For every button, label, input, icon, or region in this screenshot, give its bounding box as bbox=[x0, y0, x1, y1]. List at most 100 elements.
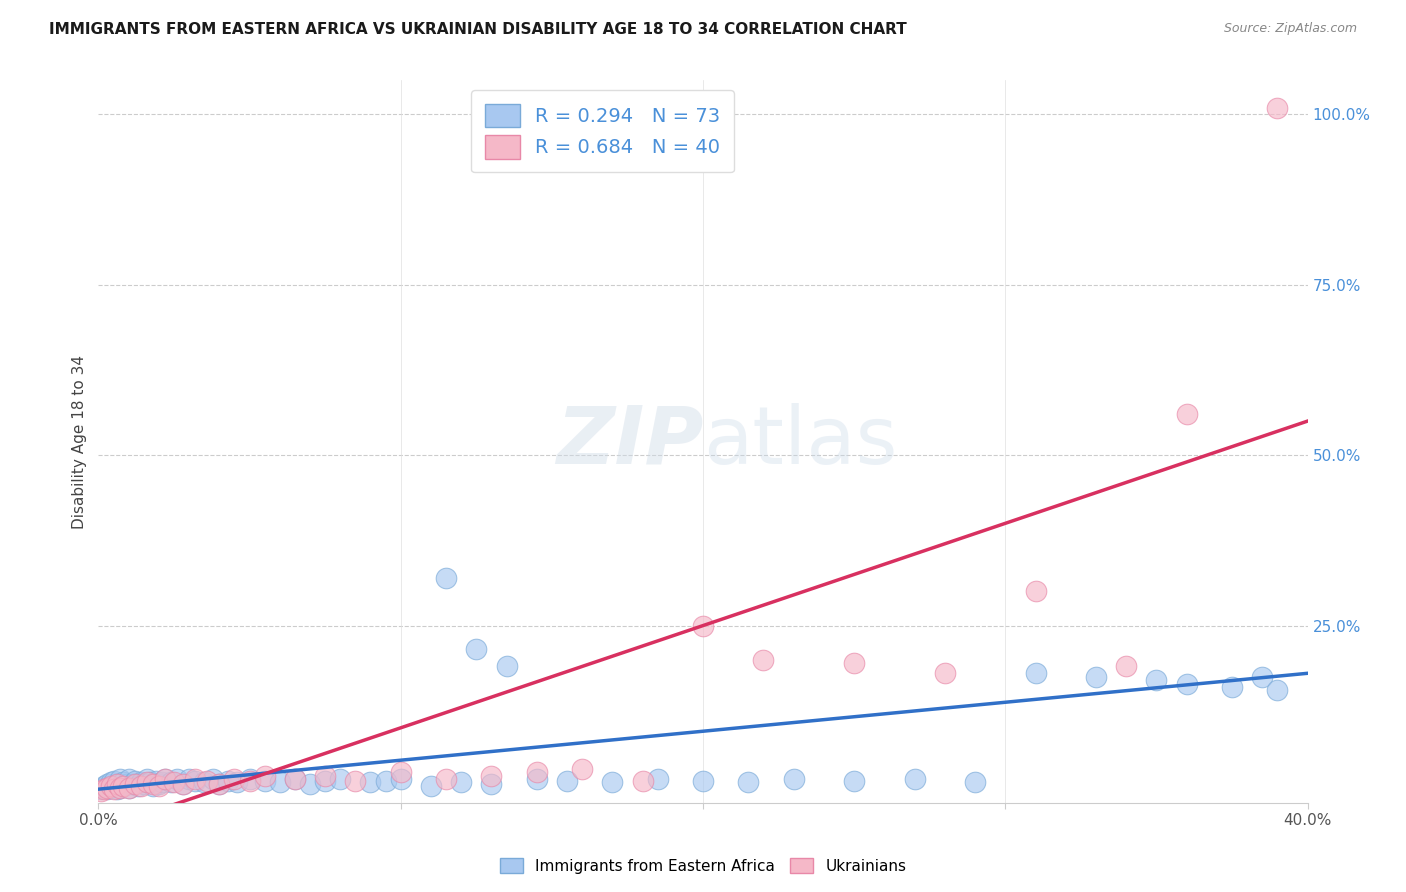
Point bbox=[526, 772, 548, 786]
Point bbox=[253, 768, 276, 782]
Point bbox=[450, 775, 472, 789]
Point bbox=[172, 777, 194, 791]
Point bbox=[103, 782, 125, 797]
Point bbox=[184, 774, 207, 789]
Point bbox=[166, 772, 188, 786]
Y-axis label: Disability Age 18 to 34: Disability Age 18 to 34 bbox=[72, 354, 87, 529]
Point bbox=[253, 774, 276, 789]
Point bbox=[103, 774, 125, 789]
Point bbox=[184, 772, 207, 786]
Point bbox=[127, 779, 149, 793]
Point bbox=[139, 775, 162, 789]
Point bbox=[118, 780, 141, 795]
Point bbox=[105, 777, 128, 791]
Point bbox=[93, 782, 115, 797]
Point bbox=[111, 779, 134, 793]
Point bbox=[284, 772, 307, 786]
Point bbox=[105, 777, 128, 791]
Point bbox=[193, 775, 215, 789]
Text: Source: ZipAtlas.com: Source: ZipAtlas.com bbox=[1223, 22, 1357, 36]
Point bbox=[96, 782, 118, 797]
Text: IMMIGRANTS FROM EASTERN AFRICA VS UKRAINIAN DISABILITY AGE 18 TO 34 CORRELATION : IMMIGRANTS FROM EASTERN AFRICA VS UKRAIN… bbox=[49, 22, 907, 37]
Point bbox=[217, 774, 239, 789]
Point bbox=[1251, 670, 1274, 684]
Point bbox=[118, 772, 141, 786]
Point bbox=[1267, 101, 1289, 115]
Point bbox=[108, 780, 131, 795]
Point bbox=[148, 777, 170, 791]
Point bbox=[1115, 659, 1137, 673]
Point bbox=[208, 777, 231, 791]
Point bbox=[145, 774, 167, 789]
Point bbox=[239, 772, 262, 786]
Point bbox=[1024, 584, 1046, 599]
Point bbox=[692, 618, 714, 632]
Point bbox=[329, 772, 352, 786]
Point bbox=[314, 774, 336, 789]
Point bbox=[100, 775, 122, 789]
Point bbox=[465, 642, 488, 657]
Point bbox=[93, 779, 115, 793]
Point bbox=[224, 772, 246, 786]
Point bbox=[1024, 666, 1046, 681]
Point bbox=[571, 762, 593, 776]
Point bbox=[202, 772, 225, 786]
Text: ZIP: ZIP bbox=[555, 402, 703, 481]
Point bbox=[360, 775, 382, 789]
Point bbox=[124, 774, 146, 789]
Point bbox=[163, 775, 186, 789]
Point bbox=[344, 774, 367, 789]
Point bbox=[965, 775, 987, 789]
Point bbox=[1175, 676, 1198, 690]
Point bbox=[153, 772, 176, 786]
Point bbox=[284, 772, 307, 786]
Point bbox=[844, 774, 866, 789]
Point bbox=[90, 782, 112, 797]
Point bbox=[737, 775, 759, 789]
Point bbox=[1267, 683, 1289, 698]
Point bbox=[526, 765, 548, 780]
Point bbox=[142, 779, 165, 793]
Point bbox=[844, 656, 866, 670]
Point bbox=[239, 774, 262, 789]
Point bbox=[434, 772, 457, 786]
Point bbox=[783, 772, 806, 786]
Point bbox=[195, 774, 218, 789]
Point bbox=[150, 775, 173, 789]
Point bbox=[103, 779, 125, 793]
Point bbox=[96, 780, 118, 795]
Point bbox=[374, 774, 396, 789]
Point bbox=[934, 666, 956, 681]
Point bbox=[90, 783, 112, 797]
Point bbox=[179, 772, 201, 786]
Point bbox=[96, 777, 118, 791]
Point bbox=[118, 780, 141, 795]
Point bbox=[105, 782, 128, 797]
Point bbox=[631, 774, 654, 789]
Point bbox=[692, 774, 714, 789]
Point bbox=[121, 777, 143, 791]
Point bbox=[555, 774, 578, 789]
Point bbox=[129, 775, 152, 789]
Point bbox=[129, 779, 152, 793]
Point bbox=[420, 779, 443, 793]
Point bbox=[135, 775, 157, 789]
Point bbox=[647, 772, 669, 786]
Point bbox=[100, 780, 122, 795]
Point bbox=[481, 768, 503, 782]
Text: atlas: atlas bbox=[703, 402, 897, 481]
Point bbox=[1144, 673, 1167, 687]
Point bbox=[153, 772, 176, 786]
Point bbox=[114, 777, 136, 791]
Point bbox=[226, 775, 249, 789]
Point bbox=[142, 777, 165, 791]
Point bbox=[135, 772, 157, 786]
Point bbox=[100, 779, 122, 793]
Point bbox=[481, 777, 503, 791]
Point bbox=[208, 777, 231, 791]
Point bbox=[132, 777, 155, 791]
Point bbox=[124, 777, 146, 791]
Point bbox=[602, 775, 624, 789]
Point bbox=[148, 779, 170, 793]
Point bbox=[108, 772, 131, 786]
